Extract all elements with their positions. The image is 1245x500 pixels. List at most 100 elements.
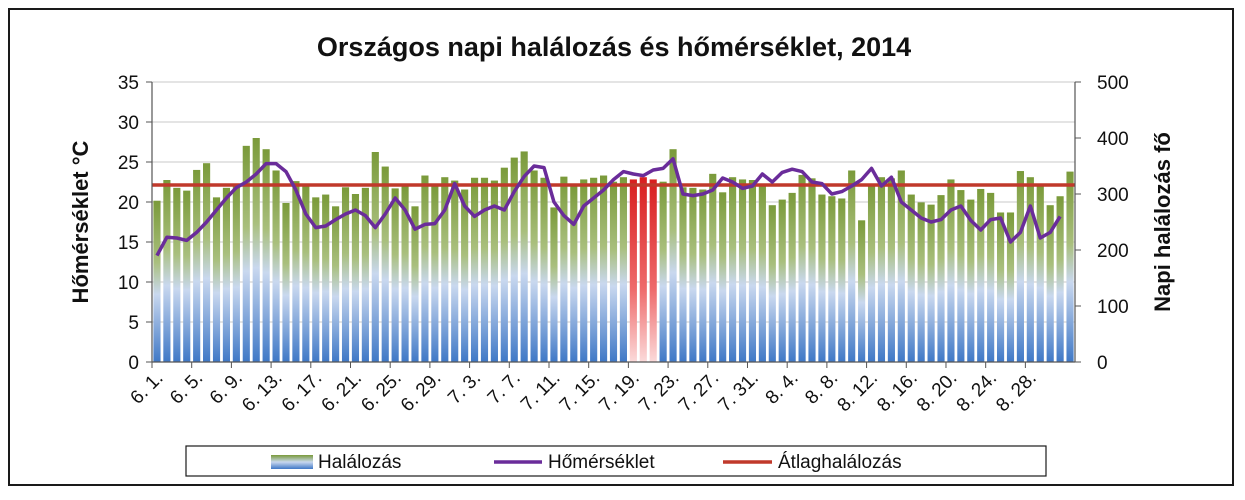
bar [480,177,489,362]
bar [381,166,389,362]
legend: Halálozás Hőmérséklet Átlaghalálozás [185,445,1047,477]
bar [798,174,806,362]
left-tick-label: 25 [118,153,139,174]
bar [183,190,191,362]
bar [609,181,618,362]
bar [808,178,816,362]
bar [729,177,737,362]
x-tick-label: 6. 29. [397,368,445,416]
bar [1066,171,1074,362]
x-tick-label: 8. 16. [873,368,921,416]
bar [550,207,558,362]
bar [768,205,776,362]
bar [590,177,598,362]
bar [1026,177,1034,362]
bar [461,189,469,362]
bar [361,187,369,362]
bar [917,202,925,362]
bar [848,170,856,362]
bar [262,149,270,362]
bar [669,149,677,362]
bar [758,183,766,362]
bar [689,187,697,362]
bar [897,170,905,362]
chart-title: Országos napi halálozás és hőmérséklet, … [317,32,911,62]
bar-highlight [649,179,657,362]
bar [560,176,568,362]
bar [272,170,280,362]
bar [540,177,548,362]
bar [580,179,588,362]
right-axis-label: Napi halálozás fő [1150,132,1175,312]
bar [490,180,498,362]
bar [1046,205,1054,362]
bar [1006,212,1015,362]
right-axis-ticks: 0 100 200 300 400 500 [1075,73,1129,374]
x-tick-label: 7. 19. [595,368,643,416]
bar [927,204,935,362]
x-tick-label: 7. 11. [517,368,564,415]
right-tick-label: 400 [1097,129,1129,150]
x-tick-label: 6. 25. [357,368,405,416]
bar [351,194,360,362]
bar [510,157,518,362]
x-axis-ticks: 6. 1.6. 5.6. 9.6. 13.6. 17.6. 21.6. 25.6… [127,362,1041,416]
bar [748,180,757,362]
bar [600,175,608,362]
bar [312,197,320,362]
bar [977,188,985,362]
right-tick-label: 200 [1097,241,1129,262]
x-tick-label: 7. 3. [444,368,485,409]
bar-highlight [629,179,637,362]
left-axis-label: Hőmérséklet °C [68,140,93,303]
bar [699,189,707,362]
bar [828,196,836,362]
bar [570,185,578,362]
left-tick-label: 15 [118,233,139,254]
bar-series [153,138,1074,362]
left-tick-label: 35 [118,73,139,94]
bar [500,167,508,362]
right-tick-label: 100 [1097,297,1129,318]
bar [838,198,846,362]
bar [341,187,350,362]
bar [163,180,171,362]
bar [252,138,260,362]
x-tick-label: 6. 17. [278,368,326,416]
left-tick-label: 0 [128,353,139,374]
bar [470,177,479,362]
bar [619,177,627,362]
bar [987,192,995,362]
bar [530,170,538,362]
bar [232,183,240,362]
bar [242,145,250,362]
x-tick-label: 6. 5. [166,368,207,409]
x-tick-label: 8. 28. [992,368,1040,416]
bar [778,199,786,362]
bar [877,177,886,362]
temperature-line [155,157,1062,257]
x-tick-label: 8. 4. [762,368,803,409]
left-tick-label: 5 [128,313,139,334]
bar [302,185,310,362]
bar [1056,196,1064,362]
bar [421,175,429,362]
x-tick-label: 8. 20. [913,368,961,416]
bar [222,187,231,362]
legend-box [185,445,1047,477]
bar [193,169,201,362]
legend-swatch-deaths [271,455,313,469]
legend-label-temperature: Hőmérséklet [548,452,655,473]
bar [411,206,419,362]
x-tick-label: 6. 13. [238,368,286,416]
bar [967,199,975,362]
bar [709,173,717,362]
bar [947,179,955,362]
right-tick-label: 300 [1097,185,1129,206]
bar [401,186,409,362]
bar [738,179,747,362]
bar [371,152,379,362]
x-tick-label: 7. 31. [714,368,762,416]
bar [719,192,727,362]
